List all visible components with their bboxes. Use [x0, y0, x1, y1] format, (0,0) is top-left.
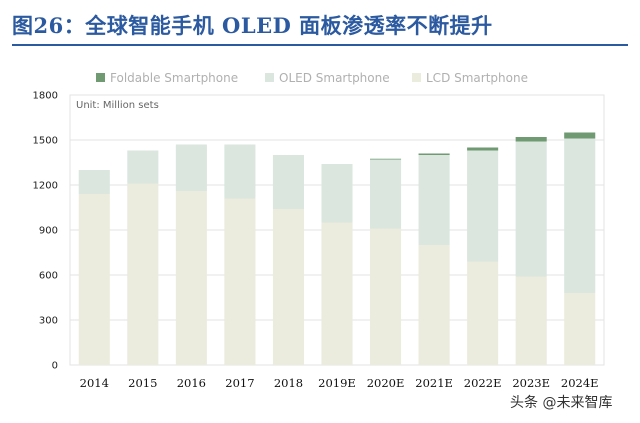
bar-lcd-smartphone — [418, 245, 450, 365]
axis-layer: 0 300 600 900 1200 1500 1800 2014 2015 2016 2017 20… — [33, 91, 599, 391]
legend: Foldable Smartphone OLED Smartphone LCD Sm… — [96, 71, 528, 85]
bar-oled-smartphone — [370, 159, 402, 229]
watermark: 头条 @未来智库 — [510, 395, 613, 411]
bar-oled-smartphone — [78, 170, 110, 194]
bar-lcd-smartphone — [224, 198, 256, 365]
bar-foldable-smartphone — [467, 147, 499, 151]
bar-foldable-smartphone — [370, 158, 402, 160]
legend-label: Foldable Smartphone — [110, 71, 238, 85]
x-tick-label: 2021E — [415, 376, 453, 390]
y-tick-label: 300 — [39, 316, 58, 327]
x-tick-label: 2017 — [225, 376, 254, 390]
bar-oled-smartphone — [175, 144, 207, 191]
legend-swatch — [265, 73, 274, 82]
bar-lcd-smartphone — [515, 276, 547, 365]
y-tick-label: 1800 — [33, 91, 58, 102]
x-tick-label: 2023E — [512, 376, 550, 390]
bar-oled-smartphone — [467, 150, 499, 262]
y-tick-label: 1500 — [33, 136, 58, 147]
bar-foldable-smartphone — [564, 132, 596, 139]
bar-oled-smartphone — [224, 144, 256, 199]
y-tick-label: 1200 — [33, 181, 58, 192]
x-tick-label: 2020E — [367, 376, 405, 390]
bar-foldable-smartphone — [515, 137, 547, 142]
bar-lcd-smartphone — [564, 293, 596, 365]
y-tick-label: 0 — [52, 361, 58, 372]
x-tick-label: 2022E — [464, 376, 502, 390]
x-tick-label: 2018 — [274, 376, 303, 390]
x-tick-label: 2024E — [561, 376, 599, 390]
legend-label: LCD Smartphone — [426, 71, 528, 85]
x-tick-label: 2014 — [80, 376, 109, 390]
x-tick-label: 2015 — [128, 376, 157, 390]
bar-lcd-smartphone — [175, 191, 207, 365]
legend-swatch — [412, 73, 421, 82]
bar-lcd-smartphone — [321, 222, 353, 365]
x-tick-label: 2016 — [177, 376, 206, 390]
title-rule — [12, 44, 628, 46]
legend-swatch — [96, 73, 105, 82]
bar-foldable-smartphone — [418, 153, 450, 155]
legend-label: OLED Smartphone — [279, 71, 390, 85]
x-tick-label: 2019E — [318, 376, 356, 390]
bar-lcd-smartphone — [78, 194, 110, 365]
unit-label: Unit: Million sets — [76, 100, 159, 111]
bar-lcd-smartphone — [272, 209, 304, 365]
bar-oled-smartphone — [515, 141, 547, 277]
bar-oled-smartphone — [418, 155, 450, 245]
bar-lcd-smartphone — [370, 228, 402, 365]
bar-oled-smartphone — [127, 150, 159, 184]
bar-oled-smartphone — [272, 155, 304, 209]
y-tick-label: 900 — [39, 226, 58, 237]
bar-oled-smartphone — [564, 138, 596, 293]
bar-lcd-smartphone — [127, 183, 159, 365]
y-tick-label: 600 — [39, 271, 58, 282]
bar-lcd-smartphone — [467, 261, 499, 365]
bar-oled-smartphone — [321, 164, 353, 223]
figure-title: 图26：全球智能手机 OLED 面板渗透率不断提升 — [12, 13, 493, 38]
bars-layer — [78, 132, 596, 365]
